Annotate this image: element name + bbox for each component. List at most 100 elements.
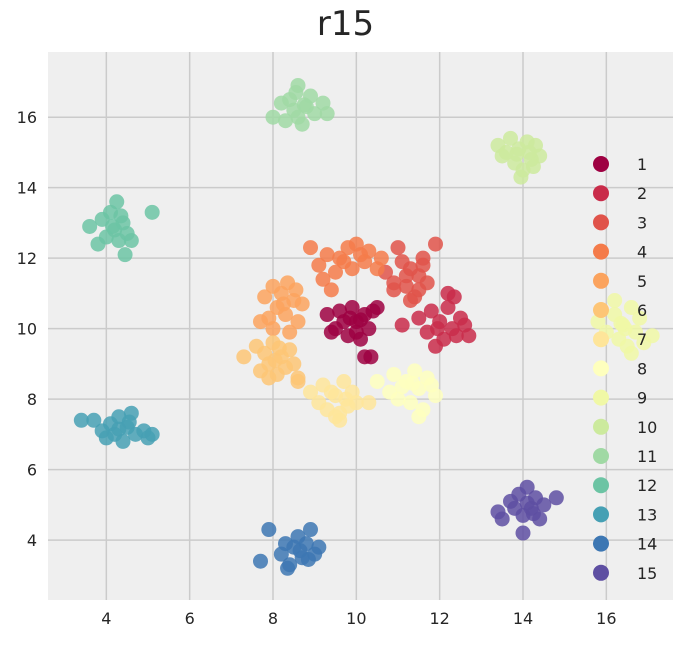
scatter-point [123, 233, 139, 249]
scatter-point [644, 328, 660, 344]
scatter-point [623, 345, 639, 361]
scatter-point [253, 314, 268, 330]
scatter-point [290, 374, 306, 390]
scatter-point [548, 490, 564, 506]
scatter-point [453, 310, 468, 326]
scatter-point [323, 282, 339, 298]
scatter-point [319, 307, 335, 323]
scatter-point [336, 374, 352, 390]
scatter-point [503, 130, 518, 146]
scatter-point [394, 317, 410, 333]
scatter-point [261, 522, 277, 538]
scatter-point [282, 324, 298, 340]
scatter-point [319, 247, 335, 263]
legend-marker [593, 214, 609, 231]
x-tick-label: 4 [101, 609, 111, 628]
legend-label: 11 [637, 447, 657, 466]
scatter-point [265, 109, 281, 125]
scatter-point [323, 324, 339, 340]
scatter-point [280, 560, 296, 576]
scatter-point [363, 349, 379, 365]
scatter-point [271, 340, 287, 356]
scatter-point [144, 204, 160, 220]
scatter-point [275, 296, 291, 312]
scatter-point [307, 106, 323, 122]
legend-label: 6 [637, 301, 647, 320]
scatter-point [286, 356, 302, 372]
scatter-point [509, 146, 525, 162]
legend-marker [593, 418, 609, 435]
scatter-point [411, 409, 427, 425]
scatter-point [115, 433, 131, 449]
scatter-point [632, 310, 648, 326]
scatter-point [390, 391, 406, 407]
scatter-point [373, 250, 389, 266]
scatter-point [369, 299, 385, 315]
scatter-point [319, 106, 335, 122]
x-tick-label: 16 [596, 609, 616, 628]
scatter-point [109, 194, 125, 210]
scatter-point [386, 366, 402, 382]
legend-label: 12 [637, 476, 657, 495]
scatter-point [407, 363, 423, 379]
scatter-point [461, 328, 477, 344]
legend-label: 14 [637, 535, 657, 554]
scatter-point [113, 208, 129, 224]
scatter-point [353, 312, 368, 328]
scatter-point [521, 144, 537, 160]
x-tick-label: 12 [429, 609, 449, 628]
scatter-point [386, 282, 402, 298]
scatter-point [288, 85, 304, 101]
scatter-point [361, 395, 377, 411]
scatter-point [253, 553, 268, 569]
scatter-point [494, 511, 510, 527]
y-tick-label: 6 [27, 461, 37, 480]
scatter-point [303, 240, 318, 256]
y-tick-label: 4 [27, 531, 37, 550]
scatter-point [267, 352, 283, 368]
scatter-point [607, 292, 623, 308]
scatter-point [294, 296, 310, 312]
scatter-point [348, 324, 364, 340]
x-tick-label: 6 [185, 609, 195, 628]
legend-label: 2 [637, 184, 647, 203]
scatter-point [303, 384, 318, 400]
x-tick-label: 14 [513, 609, 533, 628]
legend-label: 1 [637, 155, 647, 174]
scatter-point [336, 254, 352, 270]
scatter-point [105, 218, 121, 234]
scatter-point [121, 414, 137, 430]
scatter-point [328, 264, 343, 280]
scatter-point [86, 412, 102, 428]
scatter-point [446, 289, 462, 305]
scatter-point [261, 370, 277, 386]
scatter-point [338, 391, 354, 407]
scatter-point [296, 97, 312, 113]
scatter-point [428, 236, 443, 252]
scatter-point [613, 315, 629, 331]
x-tick-label: 8 [268, 609, 278, 628]
scatter-point [411, 282, 427, 298]
scatter-point [423, 303, 439, 319]
legend-label: 10 [637, 418, 657, 437]
legend-marker [593, 302, 609, 318]
scatter-point [278, 113, 293, 129]
scatter-point [257, 289, 273, 305]
scatter-point [353, 247, 368, 263]
legend-marker [593, 360, 609, 377]
scatter-point [513, 169, 529, 185]
scatter-point [525, 159, 541, 175]
legend-marker [593, 185, 609, 202]
scatter-point [519, 479, 535, 495]
scatter-point [117, 247, 133, 263]
scatter-point [315, 271, 331, 287]
scatter-point [300, 551, 316, 567]
scatter-point [525, 506, 541, 522]
legend-marker [593, 564, 609, 581]
scatter-point [290, 314, 306, 330]
scatter-point [144, 426, 160, 442]
scatter-point [623, 299, 639, 315]
scatter-point [323, 384, 339, 400]
scatter-point [515, 525, 531, 541]
